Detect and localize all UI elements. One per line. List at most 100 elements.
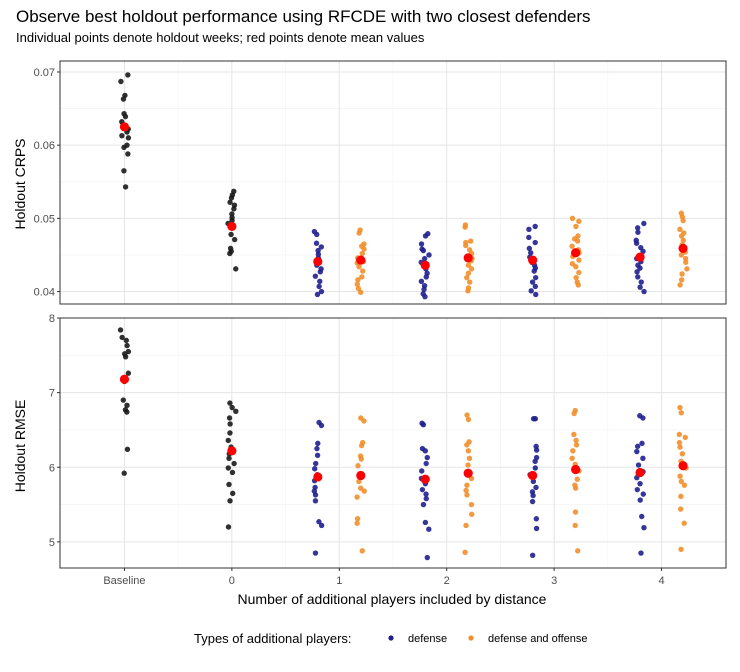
data-point [421,255,428,262]
data-point [571,410,577,417]
data-point [124,402,130,409]
mean-point [420,260,430,270]
data-point [572,509,579,515]
data-point [227,421,233,427]
mean-point [528,470,538,481]
data-point [359,548,365,554]
data-point [361,246,367,252]
data-point [422,519,429,526]
data-point [426,526,432,532]
data-point [314,291,321,298]
data-point [317,278,323,285]
y-tick-label: 8 [49,313,55,325]
data-point [422,233,429,239]
data-point [572,522,578,529]
data-point [529,498,536,505]
data-point [532,458,538,464]
data-point [233,266,239,272]
data-point [124,342,130,349]
data-point [125,370,132,376]
data-point [637,480,643,487]
data-point [676,439,683,446]
data-point [228,231,234,238]
data-point [312,550,319,556]
data-point [315,440,321,447]
data-point [231,206,237,212]
data-point [533,447,540,453]
data-point [121,168,127,174]
data-point [573,442,580,448]
data-point [318,244,325,250]
data-point [634,225,641,231]
panel-border [59,317,727,569]
data-point [124,446,131,453]
data-point [679,451,686,457]
data-point [231,236,238,243]
data-point [677,282,683,288]
data-point [227,430,233,436]
data-point [313,240,320,246]
data-point [124,409,130,415]
data-point [463,487,469,494]
x-axis: Baseline 0 1 2 3 4 [103,568,665,587]
data-point [118,78,124,85]
data-point [634,448,640,455]
data-point [573,274,579,281]
data-point [532,283,539,290]
data-points [118,72,690,300]
data-point [677,506,684,512]
data-point [530,492,536,499]
data-point [678,478,685,485]
data-point [317,269,324,275]
mean-point [356,255,366,265]
mean-point [463,468,473,478]
mean-point [571,248,581,258]
x-axis-title: Number of additional players included by… [238,591,547,607]
data-point [227,250,233,257]
y-axis-title-rmse: Holdout RMSE [12,400,28,493]
mean-point [119,122,130,132]
data-point [419,468,425,474]
data-point [526,226,532,233]
data-point [354,520,360,526]
data-point [226,481,232,488]
data-point [318,522,325,529]
data-point [121,144,127,151]
data-point [119,132,125,139]
data-point [423,460,429,467]
data-point [312,273,319,279]
chart-title: Observe best holdout performance using R… [16,7,591,26]
x-tick-label: 1 [336,575,342,587]
data-point [681,520,687,526]
chart-subtitle: Individual points denote holdout weeks; … [16,30,425,45]
data-point [533,516,540,522]
data-point [635,462,642,468]
data-point [638,279,644,285]
data-point [465,288,471,294]
legend-swatch-defense [388,635,394,641]
data-point [635,274,641,280]
data-point [573,437,579,444]
data-point [462,242,469,249]
data-point [533,484,539,491]
data-point [357,289,364,295]
data-point [356,478,362,485]
data-point [532,416,539,422]
data-point [678,233,685,239]
mean-point [227,221,237,232]
data-point [679,271,685,277]
data-point [637,284,643,290]
data-point [123,337,129,344]
data-point [361,488,367,494]
legend-title: Types of additional players: [194,631,352,646]
data-point [572,485,579,491]
y-tick-label: 0.07 [34,67,55,79]
data-point [682,434,688,441]
data-point [120,96,127,102]
data-point [640,491,646,497]
data-point [526,245,533,252]
data-point [677,444,683,450]
data-point [424,554,430,561]
data-point [423,491,429,497]
mean-point [119,374,130,384]
